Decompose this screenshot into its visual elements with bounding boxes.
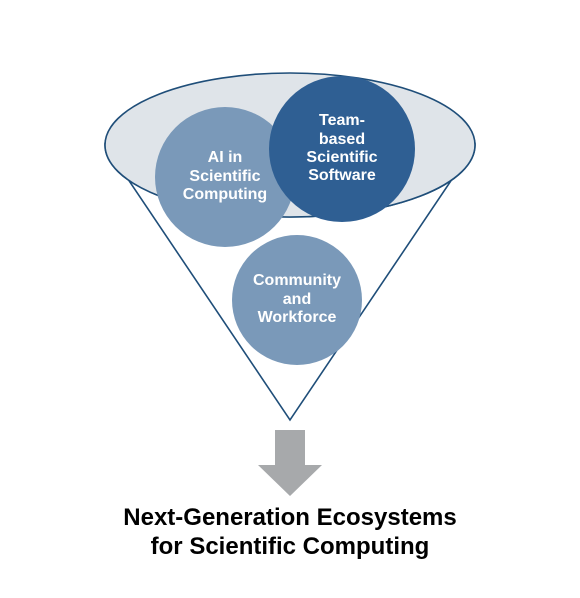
circle-label-ai: AI in Scientific Computing: [183, 149, 267, 204]
circle-label-team: Team- based Scientific Software: [306, 112, 377, 186]
funnel-diagram: AI in Scientific Computing Team- based Sc…: [0, 0, 580, 598]
title-line-1: Next-Generation Ecosystems: [0, 504, 580, 533]
circle-label-community: Community and Workforce: [253, 272, 341, 327]
down-arrow-icon: [258, 430, 322, 496]
circle-team: Team- based Scientific Software: [269, 76, 415, 222]
title-line-2: for Scientific Computing: [0, 533, 580, 562]
circle-community: Community and Workforce: [232, 235, 362, 365]
diagram-title: Next-Generation Ecosystems for Scientifi…: [0, 504, 580, 562]
